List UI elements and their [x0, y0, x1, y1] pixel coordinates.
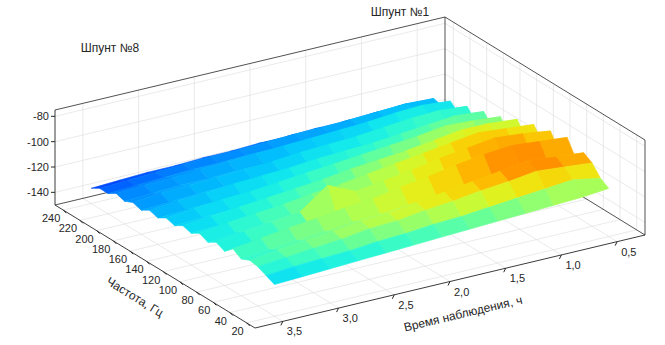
grid-line-z [445, 99, 645, 222]
z-tick-label: -140 [27, 186, 49, 198]
x-tick-label: 120 [142, 274, 160, 286]
y-tick-label: 2,5 [398, 299, 413, 311]
grid-line-x [163, 179, 553, 272]
y-tick-label: 1,0 [565, 259, 580, 271]
y-tick [281, 321, 283, 325]
x-tick-label: 180 [92, 243, 110, 255]
grid-line-x [147, 168, 537, 261]
box-edge [645, 140, 646, 235]
x-tick [197, 292, 200, 295]
x-tick-label: 40 [215, 315, 227, 327]
grid-line-z [445, 74, 645, 197]
x-tick-label: 220 [59, 222, 77, 234]
grid-line-z [55, 99, 445, 192]
x-tick-label: 200 [75, 233, 93, 245]
x-tick-label: 60 [198, 304, 210, 316]
x-tick [147, 261, 150, 264]
y-tick-label: 3,0 [343, 312, 358, 324]
grid-line-y [138, 90, 139, 185]
x-axis-line [55, 205, 255, 328]
z-tick [51, 167, 55, 168]
box [55, 17, 645, 323]
box-edge [445, 17, 446, 112]
surface-facet [266, 266, 302, 284]
z-tick-label: -120 [27, 161, 49, 173]
x-tick [230, 313, 233, 316]
x-tick-label: 160 [109, 253, 127, 265]
y-tick [392, 295, 394, 299]
z-tick [51, 116, 55, 117]
y-tick-label: 3,5 [287, 325, 302, 337]
x-tick-label: 100 [159, 284, 177, 296]
box-edge [55, 17, 445, 110]
z-tick-label: -80 [33, 110, 49, 122]
grid-line-y [194, 172, 394, 295]
grid-line-y [82, 103, 83, 198]
grid-line-y [417, 119, 617, 242]
grid-line-x [620, 125, 621, 220]
x-tick [213, 302, 216, 305]
grid-line-x [113, 148, 503, 241]
annotation: Шпунт №8 [81, 41, 140, 55]
grid-line-z [55, 49, 445, 142]
annotation: Шпунт №1 [371, 5, 430, 19]
x-tick-label: 20 [231, 325, 243, 337]
grid-line-y [250, 159, 450, 282]
x-tick [247, 323, 250, 326]
x-tick [63, 210, 66, 213]
x-tick [130, 251, 133, 254]
x-tick [80, 220, 83, 223]
x-tick-label: 140 [125, 263, 143, 275]
box-edge [445, 17, 645, 140]
grid-line-y [361, 132, 561, 255]
box-edge [445, 112, 645, 235]
y-tick-label: 2,0 [454, 286, 469, 298]
z-tick [51, 141, 55, 142]
grid-line-z [55, 23, 445, 116]
z-axis-line [55, 110, 56, 205]
y-tick-label: 1,5 [510, 272, 525, 284]
z-tick [51, 192, 55, 193]
z-tick-label: -100 [27, 136, 49, 148]
x-tick [180, 282, 183, 285]
grid-line-z [445, 49, 645, 172]
surface [91, 98, 609, 284]
grid-line-y [139, 185, 339, 308]
y-tick-label: 0,5 [621, 246, 636, 258]
axes: 20 40 60 80 100120140160180200220240 0,5 1,0 1,… [27, 110, 645, 337]
chart: 20 40 60 80 100120140160180200220240 0,5 1,0 1,… [0, 0, 665, 345]
grid-line-y [306, 145, 506, 268]
y-tick [448, 282, 450, 286]
grid-line-x [636, 135, 637, 230]
grid-line-z [445, 23, 645, 146]
y-tick [559, 255, 561, 259]
x-tick-label: 80 [181, 294, 193, 306]
y-tick [504, 268, 506, 272]
grid-line-x [197, 199, 587, 292]
x-tick [113, 241, 116, 244]
y-axis-title: Время наблюдения, ч [402, 293, 523, 335]
grid-line-y [250, 64, 251, 159]
grid-line-y [194, 77, 195, 172]
grid-line-x [603, 114, 604, 209]
grid-line-x [453, 22, 454, 117]
x-tick [97, 231, 100, 234]
x-tick [163, 272, 166, 275]
x-tick-label: 240 [42, 212, 60, 224]
y-tick [615, 242, 617, 246]
y-tick [337, 308, 339, 312]
x-axis-title: Частота, Гц [104, 274, 166, 320]
